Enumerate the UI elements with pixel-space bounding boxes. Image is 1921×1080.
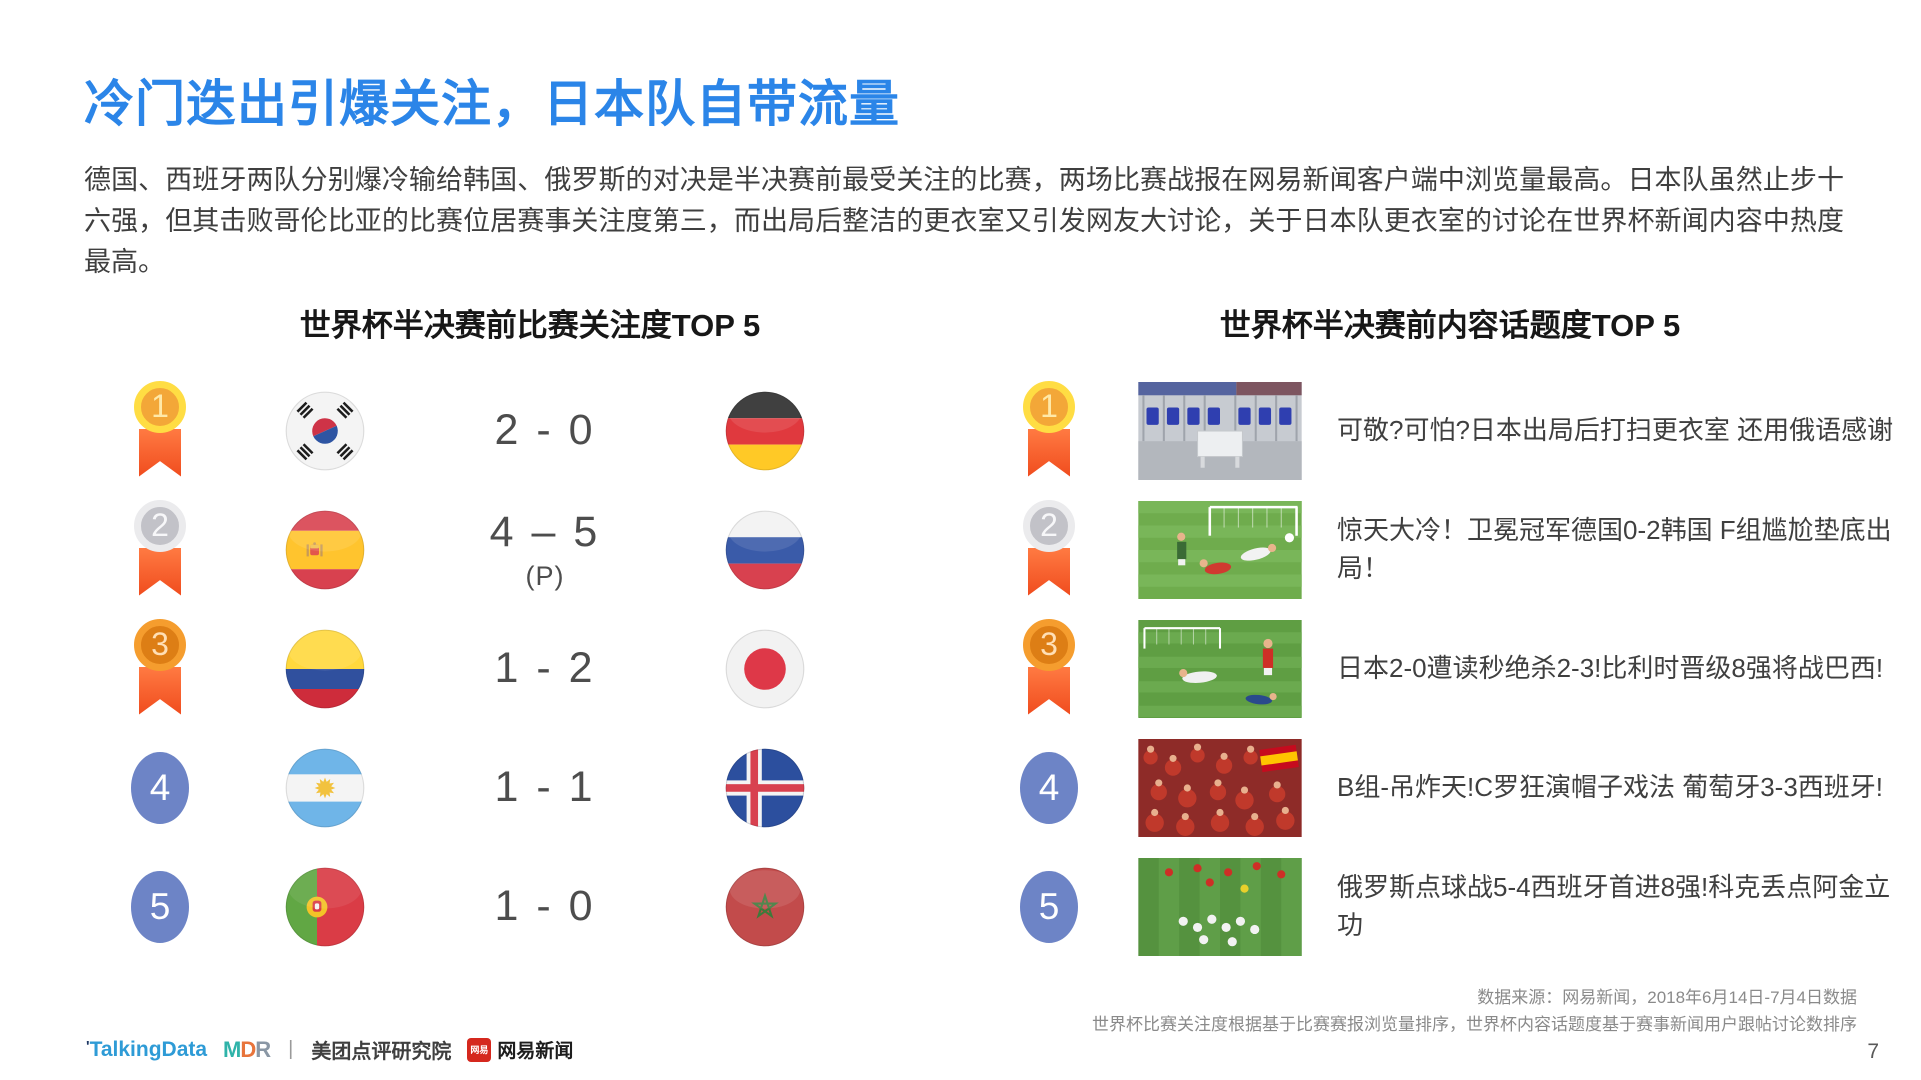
netease-icon: 网易 xyxy=(467,1037,492,1062)
news-thumbnail-locker-room xyxy=(1138,381,1302,480)
rank-number: 3 xyxy=(1023,618,1075,671)
score-cell: 1 - 1 xyxy=(494,763,595,812)
rank-5-circle-badge: 5 xyxy=(1010,864,1088,950)
match-row-2: 2 xyxy=(100,490,960,609)
match-score: 2 - 0 xyxy=(494,406,596,454)
rank-number: 4 xyxy=(1020,751,1078,824)
flag-germany-icon xyxy=(725,391,805,470)
match-score: 4 – 5 xyxy=(489,507,601,556)
page-title: 冷门迭出引爆关注，日本队自带流量 xyxy=(84,76,900,132)
news-thumbnail-germany-korea xyxy=(1138,500,1302,599)
content-columns: 世界杯半决赛前比赛关注度TOP 5 1 xyxy=(60,300,1910,966)
rank-2-silver-medal-icon: 2 xyxy=(1010,499,1088,600)
match-score: 1 - 2 xyxy=(494,644,596,692)
left-panel-heading: 世界杯半决赛前比赛关注度TOP 5 xyxy=(299,308,761,343)
topic-headline: 日本2-0遭读秒绝杀2-3!比利时晋级8强将战巴西! xyxy=(1337,652,1884,683)
rank-1-gold-medal-icon: 1 xyxy=(121,380,199,481)
intro-paragraph: 德国、西班牙两队分别爆冷输给韩国、俄罗斯的对决是半决赛前最受关注的比赛，两场比赛… xyxy=(84,165,1844,278)
medal-ribbon-icon xyxy=(139,428,181,477)
rank-2-silver-medal-icon: 2 xyxy=(121,499,199,600)
flag-spain-icon xyxy=(285,510,365,589)
news-thumbnail-japan-belgium xyxy=(1138,619,1302,718)
talkingdata-logo: 'TalkingData xyxy=(86,1037,208,1061)
rank-3-bronze-medal-icon: 3 xyxy=(121,618,199,719)
match-score: 1 - 1 xyxy=(494,763,596,811)
flag-portugal-icon xyxy=(285,867,365,946)
topic-headline: 惊天大冷！卫冕冠军德国0-2韩国 F组尴尬垫底出局！ xyxy=(1337,514,1892,583)
medal-ribbon-icon xyxy=(139,547,181,596)
rank-5-circle-badge: 5 xyxy=(121,864,199,950)
match-attention-panel: 世界杯半决赛前比赛关注度TOP 5 1 xyxy=(100,300,960,966)
rank-number: 3 xyxy=(134,618,186,671)
topic-row-2: 2 惊天大冷！卫冕冠军德国0-2韩国 F组尴尬垫底出局！ xyxy=(1010,490,1910,609)
mdr-logo: MDR xyxy=(223,1036,271,1062)
meituan-dianping-institute-logo: 美团点评研究院 xyxy=(311,1041,452,1063)
rank-3-bronze-medal-icon: 3 xyxy=(1010,618,1088,719)
topic-headline: 俄罗斯点球战5-4西班牙首进8强!科克丢点阿金立功 xyxy=(1337,871,1891,940)
medal-ribbon-icon xyxy=(1028,666,1070,715)
score-cell: 4 – 5 (P) xyxy=(490,508,601,592)
source-line-2: 世界杯比赛关注度根据基于比赛赛报浏览量排序，世界杯内容话题度基于赛事新闻用户跟帖… xyxy=(1092,1014,1857,1034)
topic-row-1: 1 可敬?可怕?日本出局后打扫更衣室 还用俄语感谢 xyxy=(1010,371,1910,490)
match-row-3: 3 1 - 2 xyxy=(100,609,960,728)
topic-headline: B组-吊炸天!C罗狂演帽子戏法 葡萄牙3-3西班牙! xyxy=(1337,771,1884,802)
medal-ribbon-icon xyxy=(139,666,181,715)
rank-number: 1 xyxy=(1023,380,1075,433)
match-row-4: 4 1 - 1 xyxy=(100,728,960,847)
rank-number: 2 xyxy=(134,499,186,552)
right-panel-heading: 世界杯半决赛前内容话题度TOP 5 xyxy=(1219,308,1681,343)
source-line-1: 数据来源：网易新闻，2018年6月14日-7月4日数据 xyxy=(1477,988,1857,1008)
rank-number: 2 xyxy=(1023,499,1075,552)
flag-south-korea-icon xyxy=(285,391,365,470)
medal-ribbon-icon xyxy=(1028,428,1070,477)
flag-russia-icon xyxy=(725,510,805,589)
match-row-5: 5 1 - 0 xyxy=(100,847,960,966)
news-thumbnail-russia-celebration xyxy=(1138,857,1302,956)
netease-news-logo: 网易 网易新闻 xyxy=(467,1036,573,1063)
topic-headline: 可敬?可怕?日本出局后打扫更衣室 还用俄语感谢 xyxy=(1337,414,1894,445)
flag-colombia-icon xyxy=(285,629,365,708)
news-thumbnail-spain-fans xyxy=(1138,738,1302,837)
rank-4-circle-badge: 4 xyxy=(121,745,199,831)
penalty-note: (P) xyxy=(525,560,565,591)
flag-morocco-icon xyxy=(725,867,805,946)
topic-row-4: 4 B组-吊炸天!C罗狂演帽子戏法 葡萄牙3-3西班牙! xyxy=(1010,728,1910,847)
rank-1-gold-medal-icon: 1 xyxy=(1010,380,1088,481)
score-cell: 2 - 0 xyxy=(494,406,595,455)
talkingdata-tick-icon: ' xyxy=(86,1037,90,1055)
rank-number: 4 xyxy=(131,751,189,824)
score-cell: 1 - 0 xyxy=(494,882,595,931)
flag-japan-icon xyxy=(725,629,805,708)
topic-row-5: 5 俄罗斯点球战5-4西班牙首进8强!科克丢点阿金立功 xyxy=(1010,847,1910,966)
data-source-note: 数据来源：网易新闻，2018年6月14日-7月4日数据 世界杯比赛关注度根据基于… xyxy=(1092,985,1857,1038)
rank-4-circle-badge: 4 xyxy=(1010,745,1088,831)
match-row-1: 1 2 - 0 xyxy=(100,371,960,490)
flag-iceland-icon xyxy=(725,748,805,827)
topic-row-3: 3 日本2-0遭读秒绝杀2-3!比利时晋级8强将战巴西! xyxy=(1010,609,1910,728)
medal-ribbon-icon xyxy=(1028,547,1070,596)
score-cell: 1 - 2 xyxy=(494,644,595,693)
flag-argentina-icon xyxy=(285,748,365,827)
logo-divider: | xyxy=(288,1038,294,1060)
rank-number: 5 xyxy=(131,870,189,943)
rank-number: 5 xyxy=(1020,870,1078,943)
rank-number: 1 xyxy=(134,380,186,433)
page-number: 7 xyxy=(1867,1040,1879,1063)
content-topics-panel: 世界杯半决赛前内容话题度TOP 5 1 可敬?可怕?日本出局后打扫更衣室 还用俄… xyxy=(1010,300,1910,966)
logo-bar: 'TalkingData MDR | 美团点评研究院 网易 网易新闻 xyxy=(86,1035,573,1064)
match-score: 1 - 0 xyxy=(494,882,596,930)
